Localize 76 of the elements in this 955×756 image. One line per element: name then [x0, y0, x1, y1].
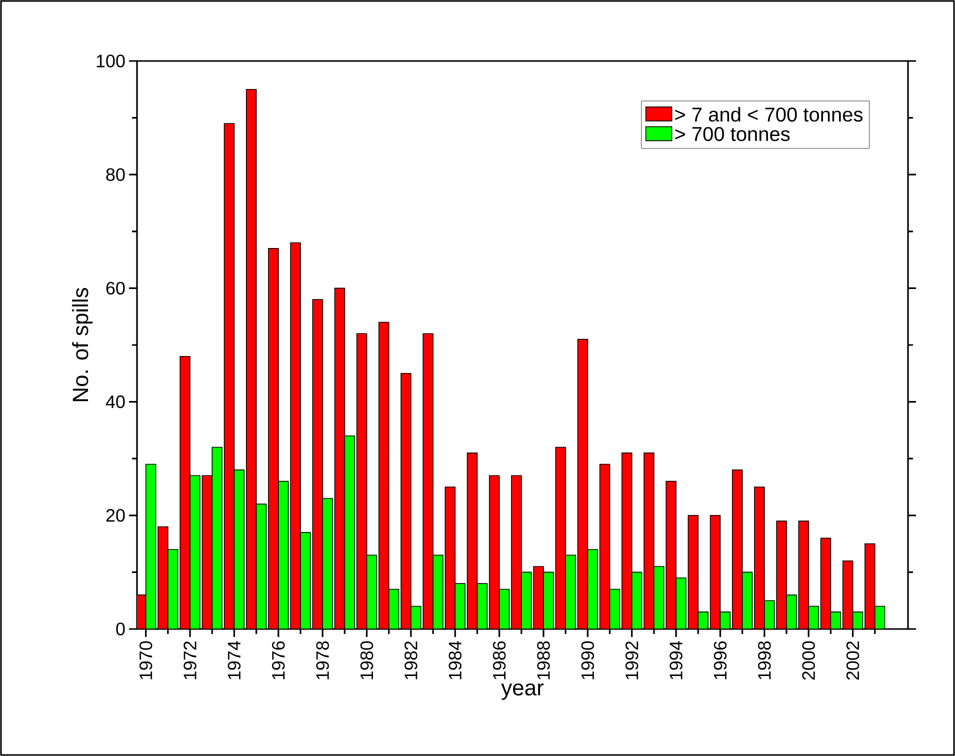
- y-tick-label: 40: [106, 395, 125, 408]
- bar: [842, 560, 854, 629]
- bar: [312, 299, 323, 629]
- bar: [432, 554, 444, 629]
- x-tick-label: 1980: [360, 641, 374, 680]
- bar: [666, 480, 676, 629]
- x-tick-label: 1984: [448, 641, 462, 680]
- bar: [466, 452, 478, 629]
- bar: [268, 248, 279, 629]
- x-tick-label: 1988: [537, 641, 550, 680]
- bar: [234, 470, 245, 629]
- x-tick-label: 1992: [625, 641, 638, 680]
- x-tick-label: 1998: [758, 641, 771, 680]
- x-tick-label: 1996: [714, 641, 727, 680]
- x-tick-label: 2000: [802, 641, 815, 680]
- bar: [224, 123, 235, 629]
- x-tick-label: 2002: [846, 641, 860, 680]
- x-tick-label: 1978: [316, 641, 329, 680]
- bar: [334, 288, 346, 629]
- bar: [488, 475, 500, 629]
- bar: [378, 322, 390, 629]
- bar: [212, 446, 222, 629]
- bar: [820, 538, 832, 629]
- bar: [202, 475, 213, 629]
- bar: [742, 572, 753, 629]
- bar: [732, 470, 743, 629]
- bar: [498, 588, 510, 629]
- bar: [864, 543, 876, 629]
- y-tick-label: 80: [106, 168, 125, 181]
- y-tick-label: 60: [106, 282, 125, 295]
- x-tick-label: 1972: [184, 641, 196, 680]
- bar: [290, 242, 301, 629]
- x-tick-label: 1994: [670, 641, 682, 680]
- y-tick-label: 0: [116, 622, 125, 636]
- bar: [256, 504, 267, 629]
- x-tick-label: 1986: [492, 641, 506, 680]
- bar: [511, 475, 522, 629]
- bar: [278, 480, 289, 629]
- legend-label: > 7 and < 700 tonnes: [675, 106, 862, 122]
- bar: [300, 532, 311, 629]
- bar: [322, 498, 333, 629]
- bar: [710, 515, 721, 629]
- bar: [622, 452, 632, 629]
- y-axis-title: No. of spills: [72, 288, 93, 402]
- y-tick-label: 100: [96, 54, 125, 68]
- bar: [798, 520, 809, 629]
- bar: [366, 554, 378, 629]
- legend-label: > 700 tonnes: [675, 126, 790, 142]
- x-tick-label: 1970: [139, 641, 152, 680]
- bar: [190, 475, 200, 629]
- x-tick-label: 1990: [581, 641, 594, 680]
- bar: [400, 373, 412, 629]
- x-tick-label: 1982: [404, 641, 418, 680]
- bar: [476, 583, 488, 629]
- bar: [776, 520, 787, 629]
- bar: [356, 333, 368, 629]
- bar: [422, 333, 434, 629]
- y-tick-label: 20: [106, 509, 125, 522]
- bar: [145, 464, 156, 629]
- bar: [599, 464, 610, 629]
- bar: [720, 612, 731, 629]
- bar: [555, 446, 566, 629]
- bar: [609, 588, 620, 629]
- bar: [852, 612, 864, 629]
- bar: [444, 486, 456, 629]
- bar: [180, 356, 190, 629]
- bar: [754, 486, 765, 629]
- bar: [158, 526, 168, 629]
- x-tick-label: 1974: [228, 641, 241, 680]
- bar: [246, 88, 257, 629]
- x-tick-label: 1976: [272, 641, 285, 680]
- bar: [688, 515, 699, 629]
- bar: [644, 452, 654, 629]
- x-axis-title: year: [501, 683, 544, 700]
- bar: [344, 435, 356, 629]
- bar: [577, 338, 588, 629]
